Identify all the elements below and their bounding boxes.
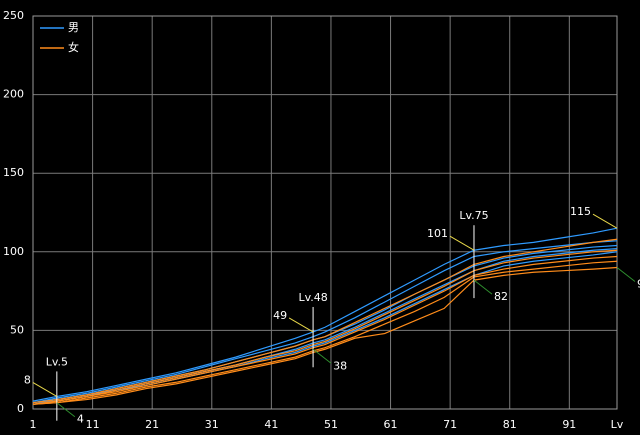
x-tick-label: 41 — [264, 418, 278, 431]
series-line — [32, 260, 618, 405]
legend-label: 男 — [68, 21, 79, 34]
y-tick-label: 50 — [10, 323, 24, 336]
series-line — [32, 238, 618, 404]
max-leader — [288, 317, 314, 333]
y-tick-label: 200 — [3, 88, 24, 101]
min-leader — [56, 402, 76, 418]
min-label: 90 — [637, 278, 640, 291]
x-tick-label: 31 — [205, 418, 219, 431]
x-tick-label: 11 — [86, 418, 100, 431]
min-label: 38 — [333, 359, 347, 372]
marker-label: Lv.5 — [46, 355, 68, 368]
marker-label: Lv.48 — [298, 291, 327, 304]
max-leader — [449, 235, 475, 251]
x-tick-label: 71 — [443, 418, 457, 431]
x-axis-label: Lv — [611, 418, 624, 431]
y-tick-label: 150 — [3, 166, 24, 179]
y-tick-label: 100 — [3, 245, 24, 258]
series-line — [32, 227, 618, 402]
min-label: 4 — [77, 413, 84, 426]
marker-label: Lv.75 — [459, 209, 488, 222]
series-line — [32, 255, 618, 405]
x-tick-label: 91 — [562, 418, 576, 431]
series-line — [32, 251, 618, 405]
legend-label: 女 — [68, 40, 79, 54]
x-tick-label: 81 — [503, 418, 517, 431]
x-tick-label: 51 — [324, 418, 338, 431]
series-line — [32, 240, 618, 404]
min-label: 82 — [494, 290, 508, 303]
series-line — [32, 266, 618, 405]
x-tick-label: 1 — [30, 418, 37, 431]
max-leader — [32, 381, 58, 397]
x-tick-label: 21 — [145, 418, 159, 431]
max-label: 8 — [24, 373, 31, 386]
min-leader — [473, 279, 493, 295]
min-leader — [312, 348, 332, 364]
y-tick-label: 0 — [17, 402, 24, 415]
series-line — [32, 249, 618, 405]
min-leader — [616, 267, 636, 282]
max-label: 49 — [273, 309, 287, 322]
x-tick-label: 61 — [384, 418, 398, 431]
max-label: 115 — [570, 205, 591, 218]
y-tick-label: 250 — [3, 9, 24, 22]
max-label: 101 — [427, 227, 448, 240]
max-leader — [592, 213, 618, 229]
plot-frame — [32, 15, 618, 410]
